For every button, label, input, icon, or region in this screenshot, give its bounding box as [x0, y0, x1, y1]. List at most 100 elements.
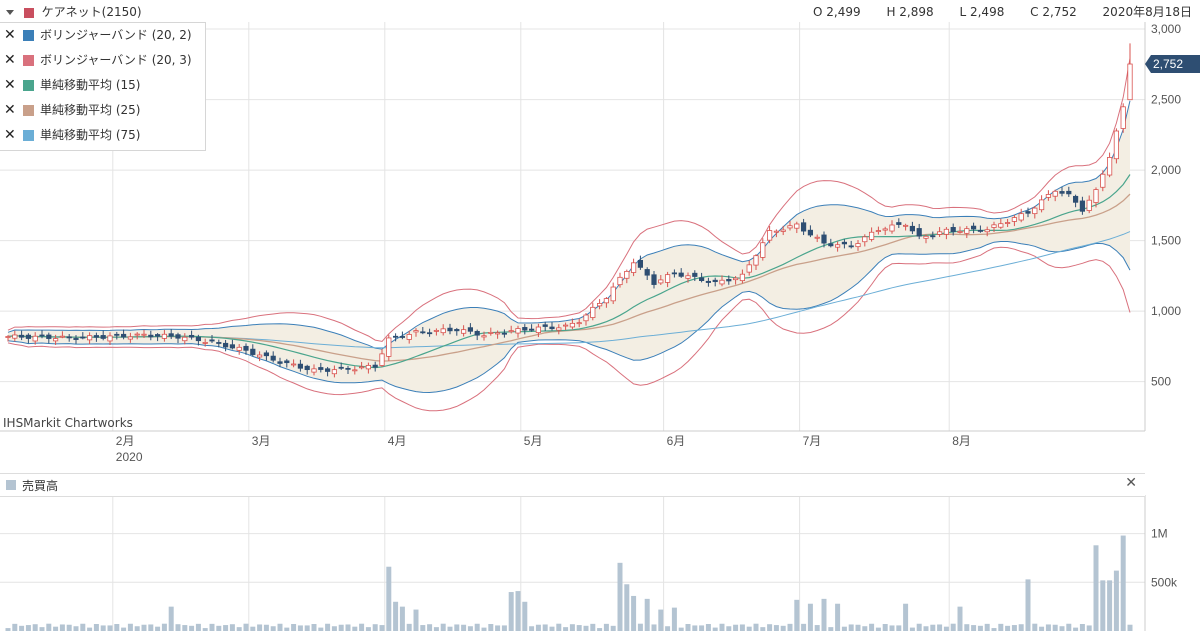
close-value: C 2,752 [1030, 5, 1077, 19]
volume-bar [950, 623, 956, 631]
candle-body [1066, 190, 1072, 195]
volume-bar [733, 624, 739, 631]
volume-bar [454, 624, 460, 631]
candle-body [916, 228, 922, 237]
legend-item-sma-25: ✕ 単純移動平均 (25) [0, 98, 205, 123]
price-chart[interactable]: 3,000 2,500 2,000 1,500 1,000 500 2,752 2月 202… [0, 22, 1200, 631]
volume-bar [325, 623, 331, 631]
remove-indicator-close-icon[interactable]: ✕ [4, 27, 16, 43]
volume-bar [807, 603, 813, 631]
candle-body [1093, 189, 1099, 203]
month-tick-label: 4月 [388, 434, 407, 448]
volume-bar [216, 625, 222, 631]
volume-bar [501, 625, 507, 631]
volume-bar [841, 626, 847, 631]
candle-body [658, 279, 664, 284]
volume-bar [896, 625, 902, 631]
candle-body [148, 334, 154, 338]
volume-bar [869, 623, 875, 631]
month-tick-label: 5月 [524, 434, 543, 448]
candle-body [399, 336, 406, 338]
month-tick-label: 7月 [803, 434, 822, 448]
candle-body [182, 336, 188, 342]
last-price-tag [1145, 55, 1200, 74]
volume-bar [590, 623, 596, 631]
volume-bar [1018, 624, 1024, 631]
symbol-title-area[interactable]: ケアネット(2150) [6, 3, 142, 20]
volume-bar [134, 626, 140, 631]
candle-body [889, 224, 895, 232]
candle-body [420, 331, 426, 334]
candle-body [1127, 63, 1133, 101]
volume-bar [1005, 625, 1011, 631]
candle-body [1032, 207, 1038, 215]
volume-bar [311, 624, 317, 631]
candle-body [127, 336, 133, 340]
legend-color-swatch [23, 55, 34, 66]
volume-bar [678, 627, 684, 631]
volume-bar [46, 623, 52, 631]
candle-body [494, 332, 501, 335]
volume-bar [467, 626, 473, 631]
candle-body [93, 335, 99, 338]
candle-body [923, 235, 929, 239]
candle-body [188, 334, 195, 338]
candle-body [814, 236, 820, 239]
volume-bar [399, 606, 405, 631]
candle-body [1052, 190, 1058, 197]
volume-bar [637, 623, 643, 631]
volume-title: 売買高 [22, 479, 59, 493]
volume-bar [263, 624, 269, 631]
volume-bar [828, 627, 834, 631]
volume-bar [53, 626, 59, 631]
candle-body [726, 279, 732, 282]
candle-body [903, 224, 909, 227]
price-tick-label: 500 [1151, 375, 1171, 389]
candle-body [869, 231, 875, 240]
volume-bar [413, 609, 419, 631]
volume-bar [984, 623, 990, 631]
remove-indicator-close-icon[interactable]: ✕ [4, 127, 16, 143]
volume-bar [433, 627, 439, 631]
candle-body [569, 322, 576, 328]
candle-body [365, 364, 372, 370]
volume-bar [998, 623, 1004, 631]
volume-bar [631, 595, 637, 631]
candle-body [460, 329, 467, 334]
candle-body [229, 344, 235, 349]
candle-body [501, 332, 508, 335]
legend-label: ボリンジャーバンド (20, 3) [40, 53, 192, 67]
volume-bar [25, 625, 31, 631]
volume-bar [59, 624, 65, 631]
volume-bar [406, 623, 412, 631]
legend-label: ボリンジャーバンド (20, 2) [40, 28, 192, 42]
candle-body [39, 334, 45, 337]
volume-bar [977, 625, 983, 631]
volume-bar [1073, 627, 1079, 631]
candle-body [87, 335, 93, 341]
price-tick-label: 1,500 [1151, 234, 1181, 248]
volume-grid [0, 533, 1145, 583]
candle-body [1025, 211, 1031, 214]
close-volume-panel-icon[interactable]: ✕ [1125, 475, 1137, 491]
candle-body [801, 222, 807, 232]
candle-body [882, 228, 888, 231]
candle-body [141, 333, 147, 336]
volume-bar [66, 624, 72, 631]
volume-bar [195, 623, 201, 631]
volume-bar [331, 626, 337, 631]
data-credit: IHSMarkit Chartworks [3, 416, 133, 430]
chevron-down-icon[interactable] [6, 10, 14, 15]
volume-bar [603, 623, 609, 631]
legend-item-sma-75: ✕ 単純移動平均 (75) [0, 123, 205, 148]
candle-body [25, 334, 32, 339]
volume-bar [229, 624, 235, 631]
remove-indicator-close-icon[interactable]: ✕ [4, 77, 16, 93]
candle-body [535, 326, 542, 334]
volume-bar [32, 624, 38, 631]
candle-body [733, 277, 739, 281]
volume-bar [236, 627, 242, 631]
remove-indicator-close-icon[interactable]: ✕ [4, 102, 16, 118]
remove-indicator-close-icon[interactable]: ✕ [4, 52, 16, 68]
candle-body [202, 342, 208, 344]
